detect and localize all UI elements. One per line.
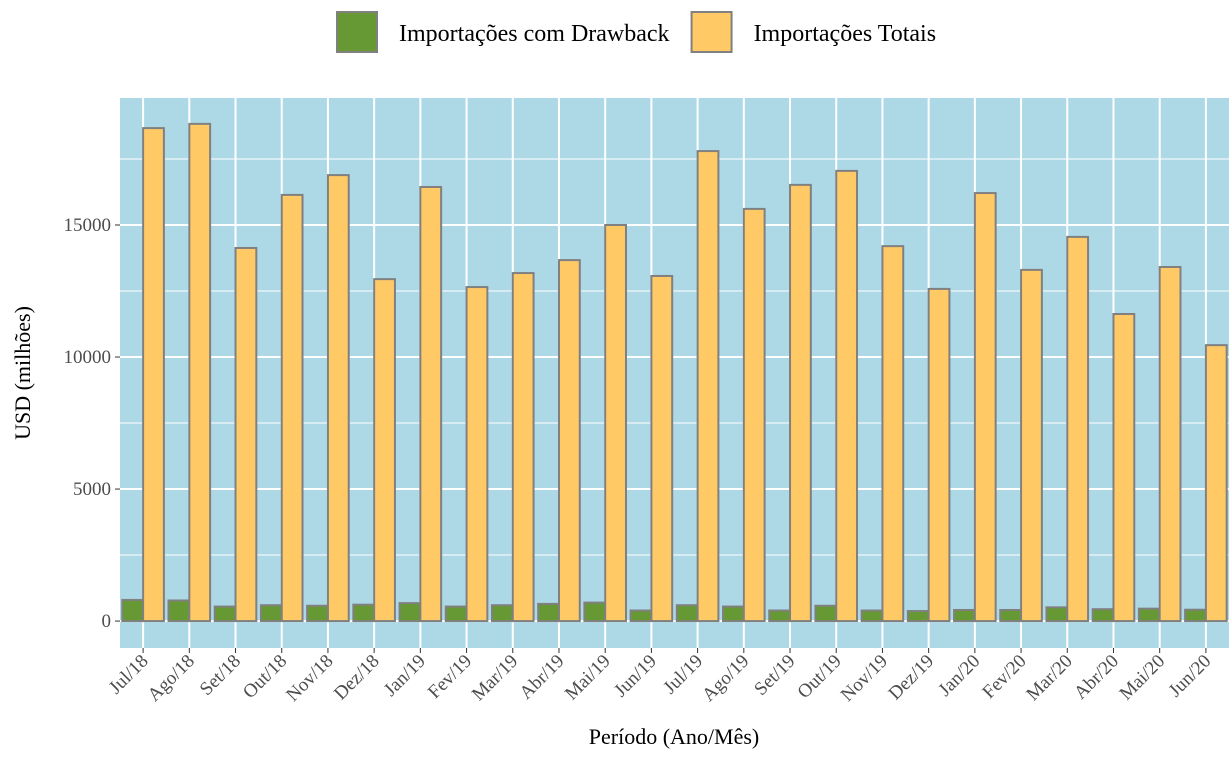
x-tick-label: Mai/19 <box>561 651 615 705</box>
bar <box>814 604 838 623</box>
bar <box>213 605 237 623</box>
x-tick-label: Ago/18 <box>144 651 199 706</box>
bar <box>1158 265 1182 623</box>
x-tick-label: Out/19 <box>794 651 846 703</box>
bar <box>1020 268 1043 623</box>
y-tick-label: 15000 <box>64 215 112 236</box>
x-tick-label: Mar/20 <box>1022 651 1076 705</box>
bar <box>953 608 976 623</box>
x-tick-label: Nov/19 <box>837 651 892 706</box>
plot-background <box>120 98 1229 648</box>
bar <box>583 601 607 623</box>
bar <box>259 604 283 623</box>
legend-label: Importações Totais <box>754 21 937 47</box>
x-tick-label: Nov/18 <box>282 651 337 706</box>
bar <box>1091 608 1115 623</box>
bar <box>927 287 951 623</box>
x-tick-label: Fev/19 <box>424 651 476 703</box>
bar <box>1137 607 1161 623</box>
bar <box>1112 312 1136 623</box>
bar <box>860 609 884 623</box>
x-tick-label: Set/18 <box>196 651 245 700</box>
bar <box>906 610 930 623</box>
x-tick-label: Jan/19 <box>380 651 430 701</box>
bar <box>835 169 859 623</box>
bar <box>373 278 396 623</box>
bar <box>234 246 258 623</box>
bar <box>121 598 145 623</box>
y-tick-label: 0 <box>102 611 112 632</box>
bar <box>768 609 792 623</box>
bar <box>675 604 699 623</box>
bar <box>973 192 997 623</box>
bar <box>881 245 905 623</box>
x-tick-label: Abr/19 <box>516 651 569 704</box>
bar <box>444 605 468 623</box>
bar <box>419 185 443 623</box>
bar <box>722 605 745 623</box>
bar <box>188 122 212 623</box>
bar <box>352 603 376 623</box>
bar <box>1066 235 1090 623</box>
bar <box>326 174 350 623</box>
y-tick-label: 10000 <box>64 347 112 368</box>
y-axis-title: USD (milhões) <box>10 306 35 440</box>
bar <box>280 193 304 623</box>
y-tick-label: 5000 <box>73 479 111 500</box>
bar <box>789 183 812 623</box>
legend-swatch <box>690 11 733 53</box>
x-tick-label: Dez/19 <box>885 651 939 705</box>
bar <box>999 608 1023 623</box>
legend-swatch <box>336 11 378 53</box>
bar <box>306 604 329 623</box>
bar <box>398 602 422 623</box>
bar <box>537 602 560 623</box>
x-tick-label: Jun/19 <box>610 651 661 702</box>
x-tick-label: Fev/20 <box>978 651 1030 703</box>
bar <box>604 224 627 623</box>
x-tick-label: Set/19 <box>750 651 799 700</box>
x-tick-label: Jan/20 <box>934 651 984 701</box>
x-tick-label: Mai/20 <box>1116 651 1170 705</box>
bar <box>1204 344 1228 623</box>
bar <box>1045 606 1069 623</box>
bar <box>490 604 514 623</box>
legend-label: Importações com Drawback <box>399 21 670 47</box>
bar <box>1184 608 1207 623</box>
x-axis-title: Período (Ano/Mês) <box>589 724 759 749</box>
bar <box>167 599 191 623</box>
bar <box>650 274 674 623</box>
bar <box>696 150 720 623</box>
bar <box>742 207 766 623</box>
x-tick-label: Dez/18 <box>330 651 384 705</box>
bar <box>511 272 535 623</box>
x-tick-label: Ago/19 <box>698 651 753 706</box>
x-tick-label: Mar/19 <box>468 651 522 705</box>
bar <box>465 286 489 623</box>
bar <box>557 259 581 623</box>
bar <box>629 609 653 623</box>
x-tick-label: Abr/20 <box>1070 651 1123 704</box>
bar <box>142 127 165 623</box>
x-tick-label: Out/18 <box>239 651 291 703</box>
x-tick-label: Jun/20 <box>1165 651 1216 702</box>
